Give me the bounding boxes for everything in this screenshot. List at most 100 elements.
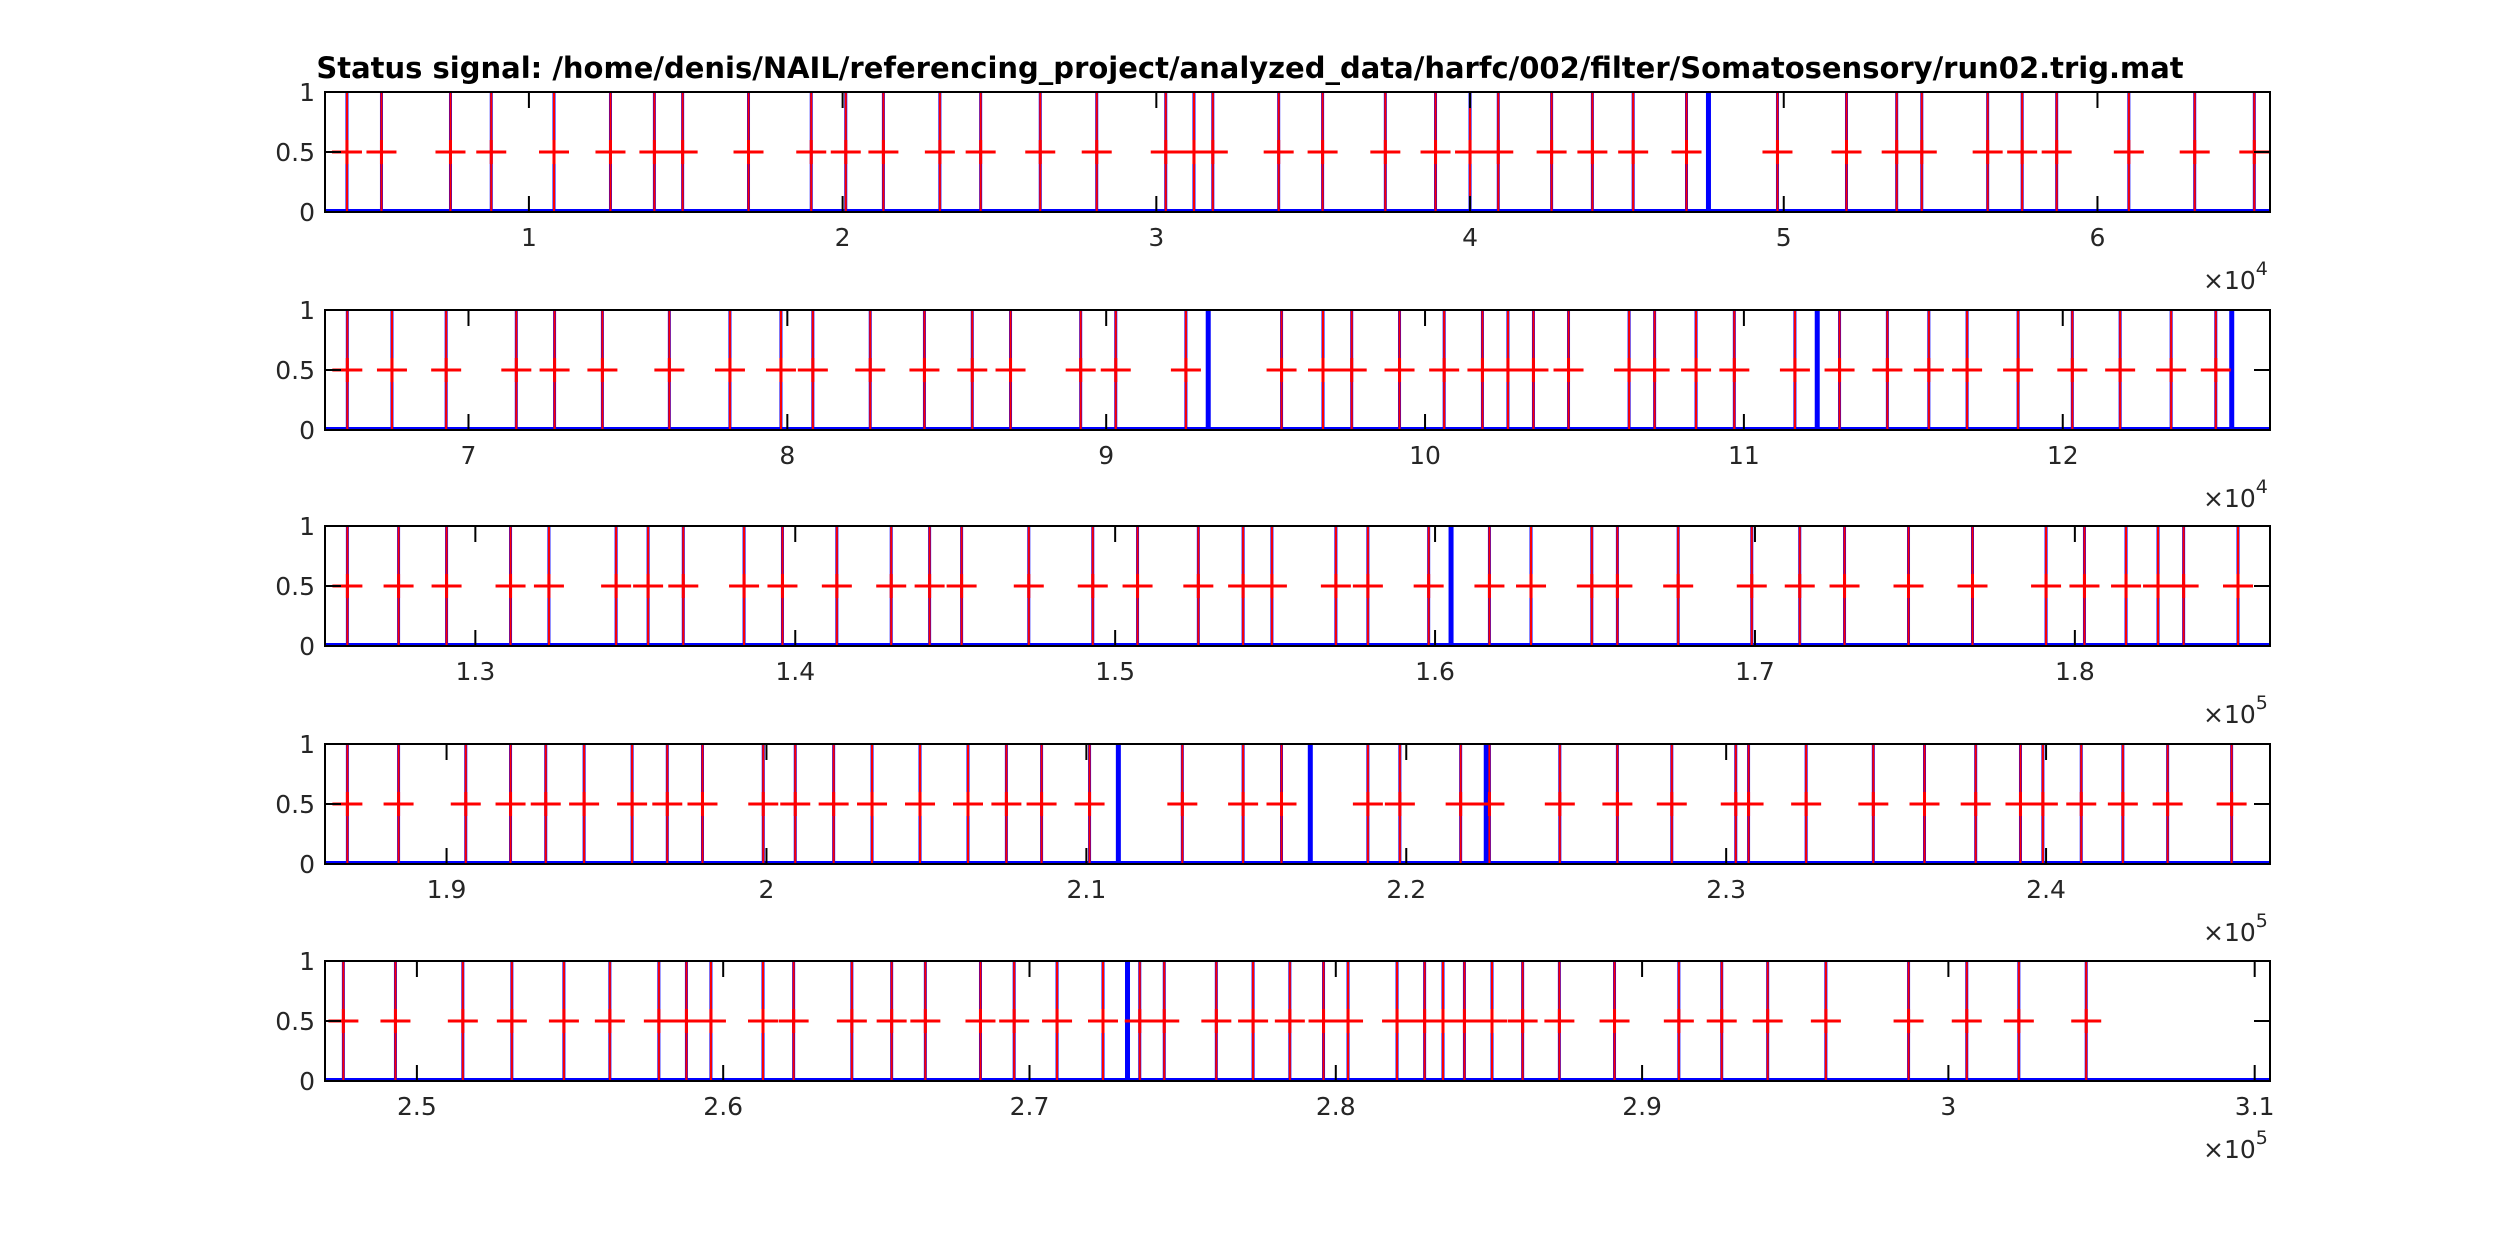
panel-5: 0 0.5 1 2.5 2.6 2.7 2.8 2.9 3 3.1 ×105: [275, 947, 2274, 1164]
trigger-marker: [1382, 1009, 1413, 1033]
trigger-marker: [2168, 574, 2199, 598]
trigger-marker: [2041, 140, 2072, 164]
trigger-marker: [1429, 358, 1460, 382]
trigger-marker: [1256, 574, 1287, 598]
trigger-marker: [530, 792, 561, 816]
trigger-marker: [1618, 140, 1649, 164]
x-tick-label: 5: [1776, 223, 1792, 252]
trigger-marker: [1614, 358, 1645, 382]
x-tick-label: 1.6: [1415, 657, 1455, 686]
trigger-marker: [447, 1009, 478, 1033]
trigger-marker: [821, 574, 852, 598]
trigger-marker: [857, 792, 888, 816]
trigger-marker: [643, 1009, 674, 1033]
trigger-marker: [1656, 792, 1687, 816]
trigger-marker: [1467, 358, 1498, 382]
y-tick-label: 0: [299, 1067, 315, 1096]
trigger-marker: [1074, 792, 1105, 816]
x-tick-label: 11: [1728, 441, 1760, 470]
trigger-marker: [1150, 140, 1181, 164]
trigger-marker: [780, 792, 811, 816]
trigger-marker: [1602, 574, 1633, 598]
trigger-marker: [2111, 574, 2142, 598]
trigger-marker: [2223, 574, 2254, 598]
x-tick-label: 1: [521, 223, 537, 252]
chart-title: Status signal: /home/denis/NAIL/referenc…: [316, 51, 2183, 85]
y-tick-label: 0: [299, 198, 315, 227]
trigger-marker: [796, 140, 827, 164]
trigger-marker: [1449, 1009, 1480, 1033]
x-tick-label: 3: [1148, 223, 1164, 252]
trigger-marker: [1663, 574, 1694, 598]
trigger-marker: [797, 358, 828, 382]
x-tick-label: 1.8: [2055, 657, 2095, 686]
trigger-marker: [909, 358, 940, 382]
trigger-marker: [668, 574, 699, 598]
trigger-marker: [1507, 1009, 1538, 1033]
x-tick-label: 1.5: [1095, 657, 1135, 686]
x-exponent-label: ×105: [2203, 1127, 2268, 1164]
trigger-marker: [431, 358, 462, 382]
y-tick-label: 0.5: [275, 790, 315, 819]
x-tick-label: 2.5: [397, 1092, 437, 1121]
trigger-marker: [2216, 792, 2247, 816]
trigger-marker: [999, 1009, 1030, 1033]
x-exponent-label: ×105: [2203, 692, 2268, 729]
x-tick-label: 1.4: [775, 657, 815, 686]
panel-2: 0 0.5 1 7 8 9 10 11 12 ×104: [275, 296, 2271, 513]
y-tick-label: 1: [299, 78, 315, 107]
x-tick-label: 2.2: [1386, 875, 1426, 904]
trigger-marker: [914, 574, 945, 598]
trigger-marker: [1333, 1009, 1364, 1033]
trigger-marker: [1951, 1009, 1982, 1033]
trigger-marker: [2071, 1009, 2102, 1033]
trigger-marker: [539, 140, 570, 164]
trigger-marker: [2113, 140, 2144, 164]
x-tick-label: 2.9: [1622, 1092, 1662, 1121]
trigger-marker: [946, 574, 977, 598]
trigger-marker: [1829, 574, 1860, 598]
trigger-marker: [2107, 792, 2138, 816]
trigger-marker: [2179, 140, 2210, 164]
trigger-marker: [1352, 792, 1383, 816]
trigger-marker: [1518, 358, 1549, 382]
trigger-marker: [2200, 358, 2231, 382]
trigger-marker: [2031, 574, 2062, 598]
trigger-marker: [836, 1009, 867, 1033]
trigger-marker: [1384, 358, 1415, 382]
trigger-marker: [995, 358, 1026, 382]
trigger-marker: [714, 358, 745, 382]
trigger-marker: [380, 1009, 411, 1033]
trigger-marker: [748, 1009, 779, 1033]
trigger-marker: [1858, 792, 1889, 816]
trigger-marker: [1736, 574, 1767, 598]
x-tick-label: 3.1: [2235, 1092, 2275, 1121]
trigger-marker: [2156, 358, 2187, 382]
trigger-marker: [639, 140, 670, 164]
trigger-marker: [1706, 1009, 1737, 1033]
trigger-marker: [729, 574, 760, 598]
y-tick-label: 0: [299, 416, 315, 445]
trigger-marker: [1791, 792, 1822, 816]
trigger-marker: [953, 792, 984, 816]
trigger-marker: [1170, 358, 1201, 382]
trigger-marker: [2057, 358, 2088, 382]
trigger-marker: [695, 1009, 726, 1033]
trigger-marker: [435, 140, 466, 164]
trigger-marker: [1639, 358, 1670, 382]
trigger-marker: [1474, 792, 1505, 816]
trigger-marker: [1455, 140, 1486, 164]
trigger-marker: [376, 358, 407, 382]
trigger-marker: [476, 140, 507, 164]
trigger-marker: [1263, 140, 1294, 164]
trigger-marker: [2003, 358, 2034, 382]
y-tick-label: 1: [299, 512, 315, 541]
trigger-marker: [965, 140, 996, 164]
trigger-marker: [2105, 358, 2136, 382]
trigger-marker: [539, 358, 570, 382]
trigger-marker: [1719, 358, 1750, 382]
trigger-marker: [2152, 792, 2183, 816]
trigger-marker: [594, 1009, 625, 1033]
trigger-marker: [830, 140, 861, 164]
trigger-marker: [1536, 140, 1567, 164]
